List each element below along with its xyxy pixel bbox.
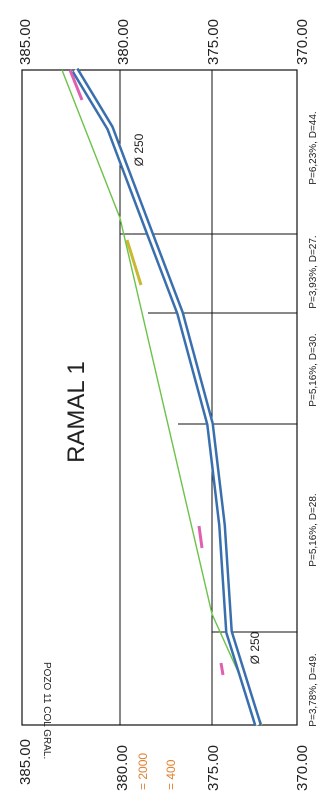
drawing-title: RAMAL 1 — [63, 361, 90, 463]
segment-label-2: P=5,16%, D=28. — [308, 493, 319, 566]
elevation-label-bottom-385: 385.00 — [17, 739, 34, 785]
segment-label-4: P=3,93%, D=27. — [308, 235, 319, 308]
elevation-label-top-370: 370.00 — [294, 19, 311, 65]
pipe-outline — [71, 67, 262, 727]
elevation-label-bottom-375: 375.00 — [205, 745, 222, 791]
segment-label-1: P=3,78%, D=49. — [308, 653, 319, 726]
elevation-label-bottom-380: 380.00 — [114, 745, 131, 791]
pipe-label-lower: Ø 250 — [248, 631, 262, 664]
elevation-label-top-380: 380.00 — [115, 19, 132, 65]
elevation-label-top-375: 375.00 — [205, 19, 222, 65]
elevation-label-top-385: 385.00 — [17, 19, 34, 65]
pipe-label-upper: Ø 250 — [132, 133, 146, 166]
pink-marker-1 — [68, 69, 84, 101]
pink-marker-3 — [219, 662, 225, 676]
origin-label: POZO 11 COL GRAL. — [41, 662, 52, 759]
drawing-frame — [21, 69, 298, 726]
elevation-label-bottom-370: 370.00 — [294, 745, 311, 791]
scale-note-vertical: = 400 — [164, 759, 178, 790]
segment-label-3: P=5,16%, D=30. — [308, 333, 319, 406]
segment-label-5: P=6,23%, D=44. — [308, 111, 319, 184]
pink-marker-2 — [197, 525, 204, 549]
yellow-marker — [125, 239, 143, 286]
pipe-inner — [73, 69, 260, 726]
scale-note-horizontal: = 2000 — [136, 753, 150, 790]
